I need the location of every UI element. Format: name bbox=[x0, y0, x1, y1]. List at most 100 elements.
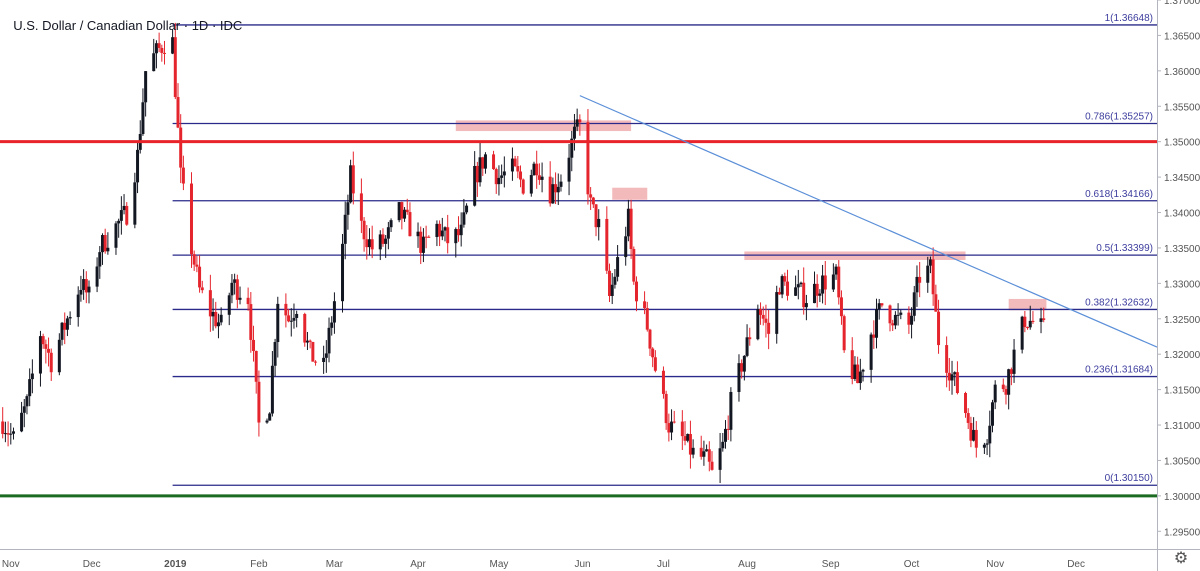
candle-down bbox=[456, 229, 460, 236]
candle-down bbox=[365, 239, 369, 248]
candle-down bbox=[192, 254, 196, 265]
candle-down bbox=[605, 218, 609, 271]
candle-up bbox=[421, 236, 425, 253]
candle-down bbox=[519, 171, 523, 180]
candle-up bbox=[276, 303, 280, 343]
trendline[interactable] bbox=[579, 95, 1158, 348]
candle-down bbox=[1023, 316, 1027, 328]
candle-down bbox=[1009, 369, 1013, 374]
candle-up bbox=[459, 224, 463, 236]
candle-down bbox=[475, 165, 479, 183]
candle-up bbox=[745, 337, 749, 356]
candle-up bbox=[780, 276, 784, 295]
candle-up bbox=[141, 102, 145, 135]
candle-up bbox=[384, 238, 388, 244]
resistance-zone bbox=[1008, 298, 1047, 311]
candle-down bbox=[683, 436, 687, 441]
x-tick-label: Sep bbox=[822, 559, 840, 570]
candle-up bbox=[834, 266, 838, 275]
candle-up bbox=[122, 205, 126, 211]
fibonacci-retracement[interactable]: 1(1.36648) 0.786(1.35257) 0.618(1.34166) 0.… bbox=[172, 13, 1157, 486]
candle-up bbox=[483, 154, 487, 169]
candle-down bbox=[438, 223, 442, 237]
y-tick-label: 1.35000 bbox=[1164, 138, 1200, 149]
settings-gear-icon[interactable]: ⚙ bbox=[1173, 550, 1189, 567]
candle-up bbox=[737, 363, 741, 392]
candle-down bbox=[189, 183, 193, 255]
candle-down bbox=[249, 304, 253, 340]
candle-up bbox=[295, 313, 299, 318]
chart-title: U.S. Dollar / Canadian Dollar · 1D · IDC bbox=[6, 3, 242, 33]
candle-up bbox=[510, 158, 514, 172]
candle-up bbox=[219, 314, 223, 323]
candle-up bbox=[76, 294, 80, 318]
candle-up bbox=[899, 312, 903, 315]
candle-down bbox=[589, 194, 593, 198]
candle-up bbox=[775, 292, 779, 334]
candle-up bbox=[799, 282, 803, 285]
candle-down bbox=[880, 303, 884, 306]
candle-down bbox=[554, 184, 558, 193]
candle-down bbox=[969, 422, 973, 441]
candle-down bbox=[287, 315, 291, 322]
candle-up bbox=[65, 318, 69, 330]
candle-up bbox=[454, 229, 458, 244]
candle-up bbox=[500, 175, 504, 178]
candle-down bbox=[176, 97, 180, 128]
candle-up bbox=[502, 171, 506, 176]
candle-down bbox=[748, 337, 752, 340]
candle-down bbox=[1042, 318, 1046, 320]
candle-down bbox=[157, 43, 161, 48]
x-tick-label: Mar bbox=[326, 559, 344, 570]
candle-down bbox=[246, 297, 250, 305]
candle-up bbox=[349, 165, 353, 203]
candle-down bbox=[235, 279, 239, 300]
candle-down bbox=[937, 311, 941, 346]
x-tick-label: Apr bbox=[410, 559, 426, 570]
candle-down bbox=[837, 266, 841, 298]
candle-down bbox=[802, 282, 806, 308]
candle-down bbox=[815, 283, 819, 296]
candle-down bbox=[516, 166, 520, 172]
candle-down bbox=[254, 350, 258, 382]
candle-up bbox=[3, 433, 7, 435]
candle-up bbox=[723, 428, 727, 442]
candle-down bbox=[311, 341, 315, 362]
candle-down bbox=[1004, 389, 1008, 395]
candle-up bbox=[9, 433, 13, 435]
candle-up bbox=[540, 176, 544, 180]
candle-up bbox=[718, 448, 722, 470]
candle-up bbox=[928, 259, 932, 266]
candle-up bbox=[327, 327, 331, 354]
candle-down bbox=[548, 176, 552, 204]
y-tick-label: 1.32000 bbox=[1164, 350, 1200, 361]
candle-up bbox=[270, 365, 274, 414]
candle-down bbox=[513, 158, 517, 167]
fib-level-label: 0.236(1.31684) bbox=[1085, 365, 1153, 376]
candle-down bbox=[214, 311, 218, 327]
candle-down bbox=[63, 322, 67, 330]
fib-level-label: 1(1.36648) bbox=[1105, 13, 1153, 24]
candle-down bbox=[945, 345, 949, 373]
candle-up bbox=[289, 320, 293, 322]
y-tick-label: 1.36500 bbox=[1164, 31, 1200, 42]
candle-down bbox=[47, 348, 51, 353]
candle-up bbox=[869, 334, 873, 370]
candle-up bbox=[1020, 316, 1024, 350]
candle-up bbox=[616, 257, 620, 277]
candle-down bbox=[370, 239, 374, 250]
candle-down bbox=[661, 370, 665, 394]
candle-up bbox=[953, 372, 957, 375]
candle-up bbox=[729, 391, 733, 430]
candle-up bbox=[858, 371, 862, 384]
x-tick-label: May bbox=[489, 559, 508, 570]
candle-down bbox=[586, 122, 590, 195]
candle-up bbox=[551, 184, 555, 204]
candle-up bbox=[796, 284, 800, 288]
candle-down bbox=[767, 322, 771, 334]
candle-up bbox=[613, 276, 617, 285]
candle-down bbox=[284, 303, 288, 316]
candle-up bbox=[435, 223, 439, 238]
